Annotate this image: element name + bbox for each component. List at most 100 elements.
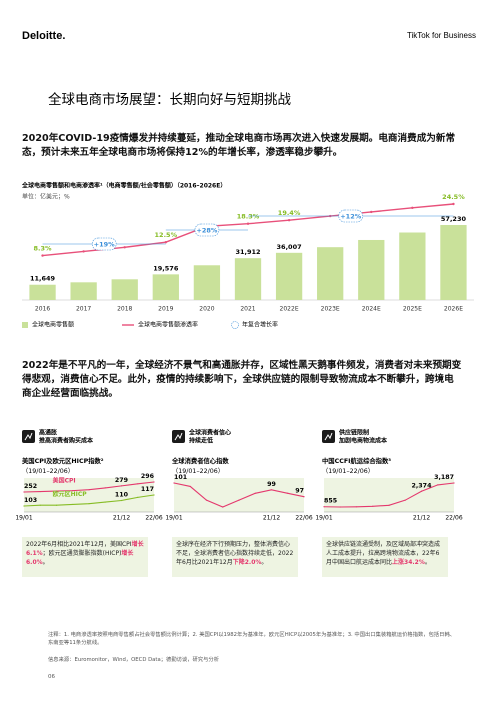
plot-bg [174,478,304,512]
rate-point [287,219,291,222]
bar [193,265,221,300]
x-tick-label: 19/01 [315,515,332,522]
value-label: 296 [141,473,155,480]
point [55,490,58,492]
cagr-label: +19% [94,241,115,249]
point [72,503,74,506]
chart-unit: 单位：亿美元；% [22,193,70,201]
cagr-bubble [91,237,117,251]
point [23,491,25,493]
point [205,499,208,501]
point [72,490,74,492]
point [137,483,139,485]
chart-subtitle: （19/01–22/06） [172,468,224,475]
summary-text: 2022年6月相比2021年12月，美国CPI [26,541,132,548]
point [222,506,224,508]
point [420,490,423,492]
x-tick-label: 22/06 [295,515,312,522]
point [104,487,106,489]
rate-label: 19.4% [278,209,301,217]
summary-text: 。 [424,559,431,566]
panel-summary: 全球序在经济下行预期压力，整体消费信心不足，全球消费者信心指数持续走低，2022… [172,537,298,577]
page-number: 06 [48,674,55,680]
x-tick-label: 19/01 [15,515,32,522]
point [404,499,406,501]
x-tick-label: 22/06 [145,515,162,522]
bar [440,225,467,300]
chart-subtitle: （19/01–22/06） [22,468,74,475]
panel-heading: 全球消费者信心 [188,429,231,437]
point [120,499,123,502]
bar-label: 36,007 [277,243,302,251]
point [372,505,374,507]
value-label: 117 [141,486,154,493]
x-tick-label: 2016 [35,306,50,313]
chart-subtitle: （19/01–22/06） [322,468,374,475]
plot-bg [24,478,154,512]
point [437,484,439,486]
point [238,499,240,501]
point [137,496,139,498]
point [173,482,175,484]
x-tick-label: 19/01 [165,515,182,522]
panel-glyph [324,432,333,441]
value-label: 110 [115,492,129,499]
point [303,496,305,498]
point [88,503,90,505]
rate-point [123,246,126,249]
rate-label: 12.5% [155,231,178,239]
cagr-bubble [338,209,364,223]
chart-title: 美国CPI及欧元区HICP指数² [22,456,104,465]
bar-label: 31,912 [235,248,260,256]
value-label: 279 [115,477,128,484]
value-label: 2,374 [412,482,433,489]
chart-title: 全球电商零售额和电商渗透率¹（电商零售额/社会零售额）（2016–2026E） [21,182,226,190]
x-tick-label: 2017 [76,306,91,313]
x-tick-label: 2022E [280,306,299,313]
x-tick-label: 2023E [321,306,340,313]
bar-label: 19,576 [153,264,179,272]
rate-point [246,222,250,225]
value-label: 99 [267,481,276,488]
point [55,504,58,506]
notes: 注释：1. 电商渗透率按照电商零售额占社会零售额比例计算；2. 美国CPI以19… [48,632,456,646]
rate-label: 24.5% [442,193,465,201]
summary-text: ；欧元区通货膨胀指数(HICP) [42,550,122,557]
page-title: 全球电商市场展望：长期向好与短期挑战 [48,91,291,108]
panel-summary: 2022年6月相比2021年12月，美国CPI增长6.1%；欧元区通货膨胀指数(… [22,537,148,577]
point [323,506,325,508]
point [287,492,289,494]
value-label: 252 [24,483,37,490]
summary-text: 上涨34.2% [392,559,425,566]
value-label: 97 [295,488,304,495]
point [153,494,155,496]
panel-glyph [174,432,183,441]
panel-glyph [24,432,33,441]
bar [358,239,385,300]
series-label: 欧元区HICP [53,490,88,498]
chart-title: 中国CCFI航运综合指数³ [322,456,391,465]
partner: TikTok for Business [407,31,476,40]
bar [111,279,138,300]
x-tick-label: 21/12 [413,515,430,522]
point [23,505,25,507]
summary-text: 全球序在经济下行预期压力，整体消费信心不足，全球消费者信心指数持续走低，2022… [176,541,294,566]
point [153,481,155,483]
cagr-label: +12% [340,213,361,221]
summary-text: 下降2.0% [232,559,262,566]
panel-heading: 推高消费者购买成本 [39,437,94,445]
x-tick-label: 2025E [403,306,422,313]
summary-text: 全球供应链流通受制，及区域局部冲突造成人工成本提升，拉高跨境物流成本，22年6月… [326,541,441,566]
legend-label: 年复合增长率 [242,321,278,329]
point [104,501,106,503]
bar [399,232,426,300]
point [270,489,273,491]
plot-bg [324,478,454,512]
x-tick-label: 2024E [362,306,381,313]
rate-label: 8.3% [34,245,53,253]
rate-point [411,206,414,210]
x-tick-label: 2018 [117,306,132,313]
summary-text: 增长6.1% [26,541,144,557]
